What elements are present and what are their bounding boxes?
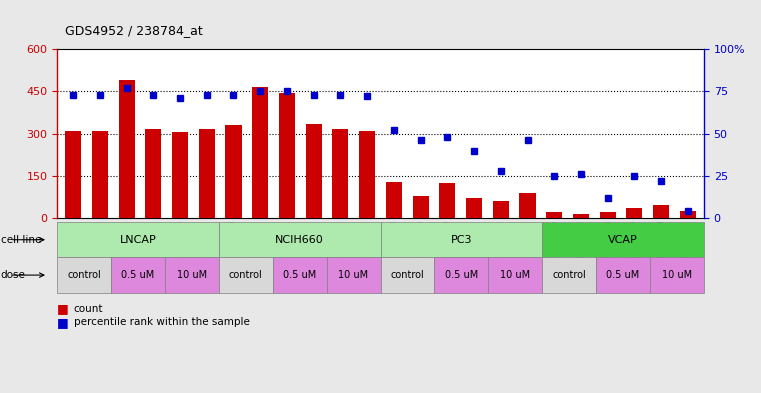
Text: VCAP: VCAP xyxy=(608,235,638,245)
Bar xyxy=(573,214,589,218)
Bar xyxy=(680,211,696,218)
Bar xyxy=(92,131,108,218)
Bar xyxy=(279,93,295,218)
Text: LNCAP: LNCAP xyxy=(119,235,156,245)
Bar xyxy=(225,125,241,218)
Bar xyxy=(145,129,161,218)
Bar xyxy=(626,208,642,218)
Text: ■: ■ xyxy=(57,316,68,329)
Text: count: count xyxy=(74,303,103,314)
Bar xyxy=(653,206,669,218)
Text: 10 uM: 10 uM xyxy=(500,270,530,280)
Bar xyxy=(306,124,322,218)
Text: percentile rank within the sample: percentile rank within the sample xyxy=(74,317,250,327)
Bar xyxy=(333,129,349,218)
Bar xyxy=(600,213,616,218)
Text: control: control xyxy=(67,270,101,280)
Bar xyxy=(65,131,81,218)
Text: GDS4952 / 238784_at: GDS4952 / 238784_at xyxy=(65,24,202,37)
Bar xyxy=(252,87,268,218)
Text: cell line: cell line xyxy=(1,235,41,245)
Text: 0.5 uM: 0.5 uM xyxy=(121,270,154,280)
Text: ■: ■ xyxy=(57,302,68,315)
Text: control: control xyxy=(390,270,425,280)
Bar xyxy=(172,132,188,218)
Bar xyxy=(412,196,428,218)
Text: control: control xyxy=(552,270,586,280)
Bar xyxy=(520,193,536,218)
Bar xyxy=(546,213,562,218)
Text: PC3: PC3 xyxy=(451,235,472,245)
Text: dose: dose xyxy=(1,270,26,280)
Text: NCIH660: NCIH660 xyxy=(275,235,324,245)
Bar xyxy=(386,182,402,218)
Bar xyxy=(439,183,455,218)
Bar xyxy=(119,80,135,218)
Text: 10 uM: 10 uM xyxy=(339,270,368,280)
Bar xyxy=(466,198,482,218)
Text: 10 uM: 10 uM xyxy=(177,270,207,280)
Text: 0.5 uM: 0.5 uM xyxy=(283,270,317,280)
Bar xyxy=(199,129,215,218)
Text: 10 uM: 10 uM xyxy=(662,270,692,280)
Text: 0.5 uM: 0.5 uM xyxy=(607,270,640,280)
Bar xyxy=(493,201,509,218)
Text: 0.5 uM: 0.5 uM xyxy=(444,270,478,280)
Text: control: control xyxy=(229,270,263,280)
Bar xyxy=(359,131,375,218)
